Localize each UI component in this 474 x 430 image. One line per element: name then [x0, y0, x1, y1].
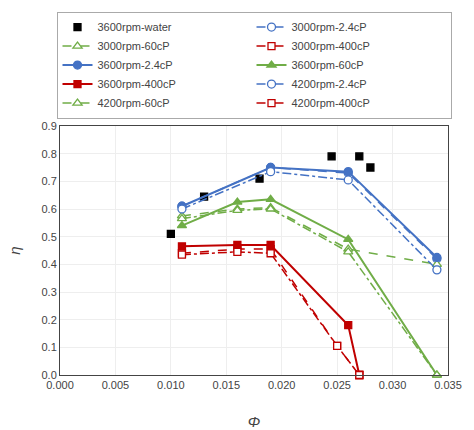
- svg-text:0.000: 0.000: [46, 379, 74, 391]
- svg-text:0.6: 0.6: [42, 203, 57, 215]
- svg-text:3000rpm-60cP: 3000rpm-60cP: [98, 40, 170, 52]
- svg-text:0.025: 0.025: [323, 379, 351, 391]
- svg-text:0.8: 0.8: [42, 148, 57, 160]
- svg-text:0.5: 0.5: [42, 231, 57, 243]
- svg-text:0.015: 0.015: [213, 379, 241, 391]
- svg-text:Φ: Φ: [248, 413, 261, 430]
- svg-text:4200rpm-60cP: 4200rpm-60cP: [98, 97, 170, 109]
- svg-text:0.7: 0.7: [42, 175, 57, 187]
- svg-text:0.020: 0.020: [268, 379, 296, 391]
- svg-text:0.3: 0.3: [42, 286, 57, 298]
- svg-text:0.1: 0.1: [42, 341, 57, 353]
- svg-text:0.2: 0.2: [42, 314, 57, 326]
- svg-text:η: η: [6, 246, 23, 254]
- svg-text:3600rpm-400cP: 3600rpm-400cP: [98, 78, 176, 90]
- svg-text:3000rpm-2.4cP: 3000rpm-2.4cP: [292, 21, 367, 33]
- svg-text:0.9: 0.9: [42, 120, 57, 132]
- svg-text:0.030: 0.030: [379, 379, 407, 391]
- svg-text:3000rpm-400cP: 3000rpm-400cP: [292, 40, 370, 52]
- svg-text:4200rpm-400cP: 4200rpm-400cP: [292, 97, 370, 109]
- svg-text:3600rpm-water: 3600rpm-water: [98, 21, 172, 33]
- svg-text:3600rpm-60cP: 3600rpm-60cP: [292, 59, 364, 71]
- svg-text:0.4: 0.4: [42, 258, 57, 270]
- svg-text:0.005: 0.005: [102, 379, 130, 391]
- svg-text:0.035: 0.035: [434, 379, 462, 391]
- svg-text:4200rpm-2.4cP: 4200rpm-2.4cP: [292, 78, 367, 90]
- svg-text:0.010: 0.010: [157, 379, 185, 391]
- svg-text:3600rpm-2.4cP: 3600rpm-2.4cP: [98, 59, 173, 71]
- svg-text:0.0: 0.0: [42, 369, 57, 381]
